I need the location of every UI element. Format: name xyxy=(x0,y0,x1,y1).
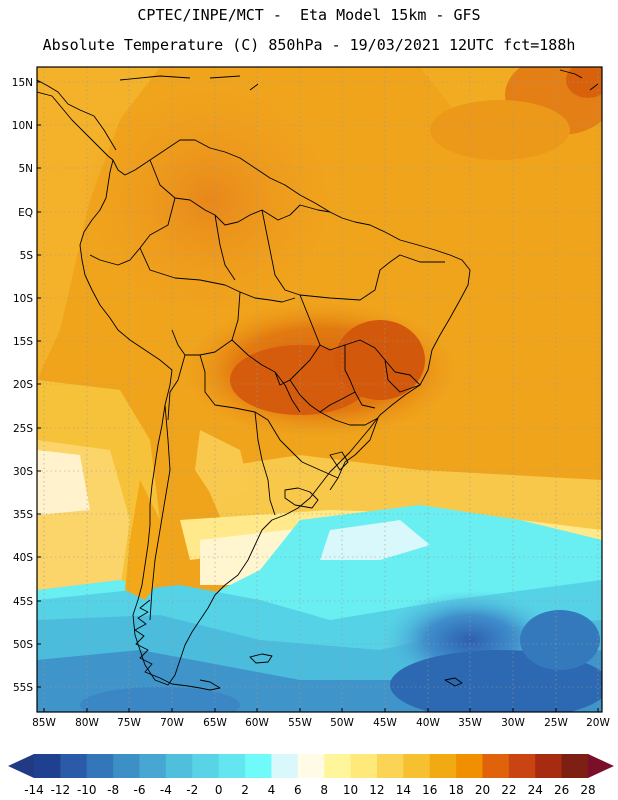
lat-label: 5S xyxy=(20,250,34,262)
lon-label: 40W xyxy=(416,717,440,729)
colorbar-label: 10 xyxy=(343,783,358,797)
colorbar-label: -10 xyxy=(77,783,97,797)
colorbar-cell xyxy=(218,754,246,778)
lon-label: 25W xyxy=(544,717,568,729)
lat-label: 30S xyxy=(13,466,33,478)
colorbar-cell xyxy=(86,754,114,778)
lat-label: 15S xyxy=(13,336,33,348)
colorbar: -14 -12 -10 -8 -6 -4 -2 0 2 4 6 8 10 12 14 16 18 20 22 24 26… xyxy=(8,754,614,797)
chile-fjords xyxy=(134,599,221,691)
country-borders xyxy=(89,159,445,621)
colorbar-cell xyxy=(192,754,220,778)
colorbar-label: 0 xyxy=(215,783,223,797)
south-america-coast xyxy=(79,139,471,686)
colorbar-label: 14 xyxy=(396,783,411,797)
colorbar-label: 16 xyxy=(422,783,437,797)
lat-label: 40S xyxy=(13,552,33,564)
lat-label: 45S xyxy=(13,596,33,608)
colorbar-label: 4 xyxy=(268,783,276,797)
lon-label: 60W xyxy=(245,717,269,729)
colorbar-cell xyxy=(429,754,457,778)
lon-label: 30W xyxy=(501,717,525,729)
coastlines-and-borders xyxy=(37,69,599,691)
falkland-islands xyxy=(249,653,273,664)
colorbar-label: 22 xyxy=(501,783,516,797)
colorbar-cell xyxy=(139,754,167,778)
colorbar-cell xyxy=(324,754,351,778)
lat-label: 35S xyxy=(13,509,33,521)
colorbar-over-arrow xyxy=(588,754,614,778)
lat-label: 55S xyxy=(13,682,33,694)
colorbar-cell xyxy=(508,754,536,778)
colorbar-cell xyxy=(561,754,589,778)
lat-label: 20S xyxy=(13,379,33,391)
lat-label: 5N xyxy=(18,163,33,175)
caribbean-islands xyxy=(119,69,599,91)
title-line-2: Absolute Temperature (C) 850hPa - 19/03/… xyxy=(42,36,576,54)
lagoon xyxy=(329,451,349,471)
colorbar-cell xyxy=(34,754,61,778)
lon-label: 80W xyxy=(75,717,99,729)
lat-label: 15N xyxy=(12,77,33,89)
colorbar-label: 28 xyxy=(580,783,595,797)
rio-de-la-plata xyxy=(284,487,319,509)
lat-label: EQ xyxy=(18,207,33,219)
lat-label: 10N xyxy=(12,120,33,132)
colorbar-cell xyxy=(60,754,88,778)
colorbar-cell xyxy=(376,754,404,778)
title-line-1: CPTEC/INPE/MCT - Eta Model 15km - GFS xyxy=(137,6,481,24)
colorbar-cell xyxy=(271,754,299,778)
colorbar-label: -12 xyxy=(51,783,71,797)
latitude-labels: 15N 10N 5N EQ 5S 10S 15S 20S 25S 30S 35S… xyxy=(12,77,34,694)
colorbar-cell xyxy=(403,754,431,778)
central-america-caribbean-coast xyxy=(37,79,117,151)
colorbar-cell xyxy=(535,754,563,778)
colorbar-label: 24 xyxy=(528,783,543,797)
lon-label: 50W xyxy=(330,717,354,729)
colorbar-cell xyxy=(165,754,193,778)
colorbar-label: -4 xyxy=(160,783,172,797)
lon-label: 75W xyxy=(117,717,141,729)
colorbar-cell xyxy=(456,754,483,778)
lon-label: 35W xyxy=(458,717,482,729)
colorbar-cell xyxy=(113,754,140,778)
colorbar-label: 2 xyxy=(241,783,249,797)
colorbar-cell xyxy=(350,754,378,778)
colorbar-label: 6 xyxy=(294,783,302,797)
lat-label: 10S xyxy=(13,293,33,305)
colorbar-label: 8 xyxy=(320,783,328,797)
map-ticks xyxy=(37,81,599,712)
colorbar-label: -6 xyxy=(134,783,146,797)
colorbar-under-arrow xyxy=(8,754,34,778)
colorbar-cell xyxy=(245,754,272,778)
lat-label: 50S xyxy=(13,639,33,651)
colorbar-cell xyxy=(297,754,325,778)
lon-label: 55W xyxy=(288,717,312,729)
lon-label: 65W xyxy=(203,717,227,729)
lon-label: 45W xyxy=(373,717,397,729)
lat-label: 25S xyxy=(13,423,33,435)
lon-label: 70W xyxy=(160,717,184,729)
central-america-coast xyxy=(37,91,114,161)
colorbar-label: 12 xyxy=(369,783,384,797)
colorbar-label: -2 xyxy=(186,783,198,797)
colorbar-cell xyxy=(482,754,510,778)
temperature-field xyxy=(37,67,602,712)
south-georgia xyxy=(444,677,463,687)
colorbar-label: -8 xyxy=(107,783,119,797)
colorbar-label: 18 xyxy=(448,783,463,797)
colorbar-label: 20 xyxy=(475,783,490,797)
colorbar-label: -14 xyxy=(24,783,44,797)
longitude-labels: 85W 80W 75W 70W 65W 60W 55W 50W 45W 40W … xyxy=(32,717,610,729)
map-frame xyxy=(36,66,603,713)
lon-label: 85W xyxy=(32,717,56,729)
colorbar-label: 26 xyxy=(554,783,569,797)
lon-label: 20W xyxy=(586,717,610,729)
